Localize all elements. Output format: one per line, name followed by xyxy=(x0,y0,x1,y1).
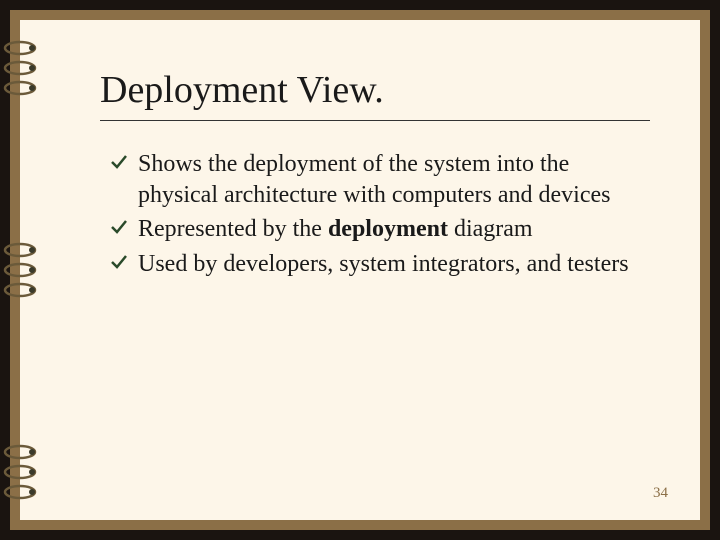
bullet-item: Shows the deployment of the system into … xyxy=(110,149,650,210)
spiral-binding-group-1 xyxy=(0,38,42,98)
slide-title: Deployment View. xyxy=(100,68,650,112)
checkmark-icon xyxy=(110,253,128,271)
spiral-binding-group-3 xyxy=(0,442,42,502)
ring-icon xyxy=(2,79,38,97)
ring-icon xyxy=(2,39,38,57)
ring-icon xyxy=(2,241,38,259)
page-number: 34 xyxy=(653,485,668,502)
spiral-binding-group-2 xyxy=(0,240,42,300)
ring-icon xyxy=(2,261,38,279)
ring-icon xyxy=(2,463,38,481)
bullet-text: Used by developers, system integrators, … xyxy=(138,251,629,277)
slide-content: Deployment View. Shows the deployment of… xyxy=(20,20,700,520)
bullet-item: Used by developers, system integrators, … xyxy=(110,249,650,280)
checkmark-icon xyxy=(110,218,128,236)
bullet-item: Represented by the deployment diagram xyxy=(110,214,650,245)
bullet-text: Represented by the deployment diagram xyxy=(138,216,533,242)
ring-icon xyxy=(2,443,38,461)
title-divider xyxy=(100,120,650,121)
checkmark-icon xyxy=(110,153,128,171)
ring-icon xyxy=(2,483,38,501)
bullet-text: Shows the deployment of the system into … xyxy=(138,151,611,208)
ring-icon xyxy=(2,281,38,299)
bullet-list: Shows the deployment of the system into … xyxy=(100,149,650,280)
ring-icon xyxy=(2,59,38,77)
slide-border: Deployment View. Shows the deployment of… xyxy=(10,10,710,530)
